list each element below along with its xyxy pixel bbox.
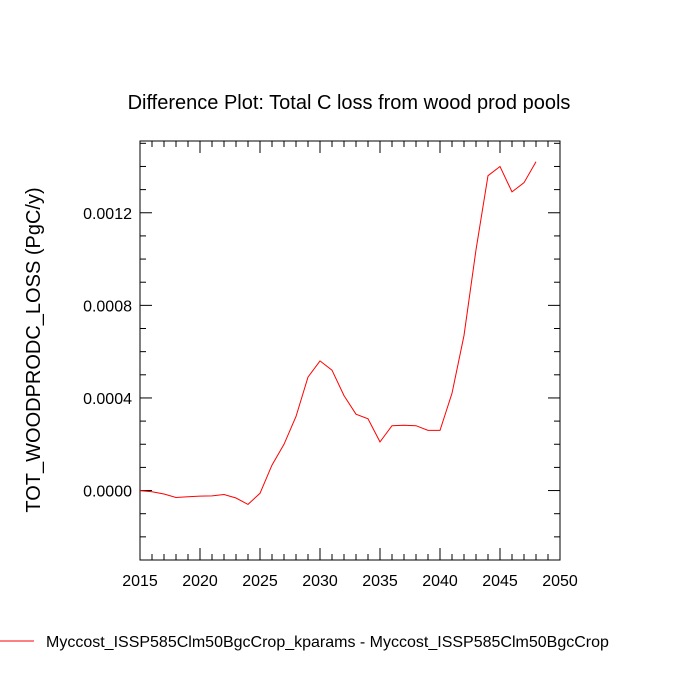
x-tick-label: 2035	[362, 573, 398, 590]
legend-label: Myccost_ISSP585Clm50BgcCrop_kparams - My…	[46, 634, 609, 651]
x-tick-label: 2050	[542, 573, 578, 590]
y-tick-label: 0.0012	[83, 206, 132, 223]
x-tick-label: 2030	[302, 573, 338, 590]
x-tick-label: 2045	[482, 573, 518, 590]
x-tick-label: 2025	[242, 573, 278, 590]
series-group	[139, 161, 537, 506]
x-tick-label: 2040	[422, 573, 458, 590]
axis-ticks	[139, 141, 561, 560]
chart-title: Difference Plot: Total C loss from wood …	[128, 92, 571, 114]
y-tick-label: 0.0008	[83, 298, 132, 315]
plot-frame	[139, 140, 561, 561]
y-axis-label: TOT_WOODPRODC_LOSS (PgC/y)	[23, 187, 45, 512]
legend: Myccost_ISSP585Clm50BgcCrop_kparams - My…	[0, 634, 609, 651]
y-tick-label: 0.0000	[83, 484, 132, 501]
tick-labels: 2015 2020 2025 2030 2035 2040 2045 2050 0.0000 0.…	[83, 206, 578, 590]
x-tick-label: 2015	[122, 573, 158, 590]
series-line	[139, 161, 537, 506]
x-tick-label: 2020	[182, 573, 218, 590]
y-tick-label: 0.0004	[83, 391, 132, 408]
